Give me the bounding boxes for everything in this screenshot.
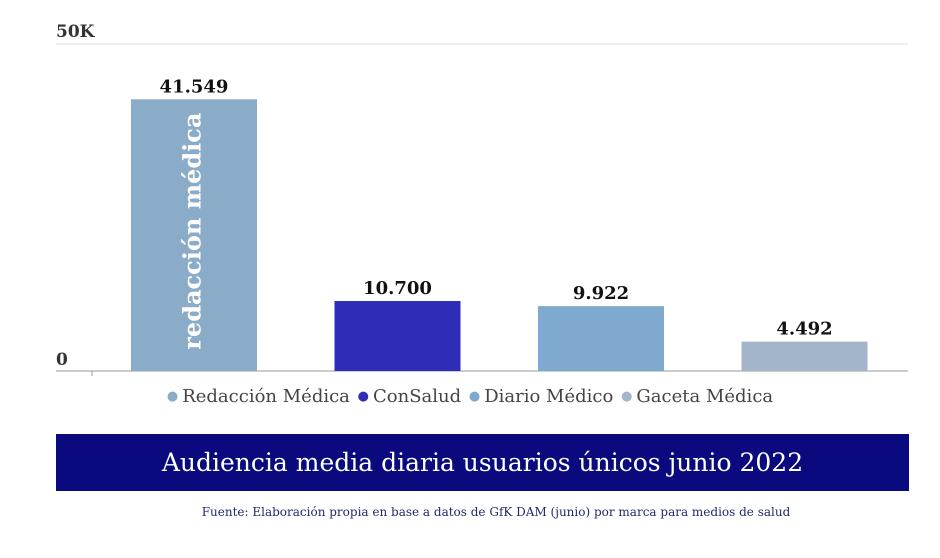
legend-item-consalud: ● ConSalud bbox=[358, 386, 461, 407]
chart-title-banner: Audiencia media diaria usuarios únicos j… bbox=[56, 434, 909, 491]
legend-label: Gaceta Médica bbox=[636, 386, 774, 407]
y-tick-label-zero: 0 bbox=[56, 350, 68, 370]
bar-chart: 50K 0 41.549 redacción médica 10.700 9.922 4… bbox=[56, 22, 908, 376]
legend-label: Redacción Médica bbox=[182, 386, 350, 407]
legend-item-diario-medico: ● Diario Médico bbox=[469, 386, 613, 407]
legend-label: Diario Médico bbox=[484, 386, 614, 407]
legend-label: ConSalud bbox=[373, 386, 462, 407]
legend-dot-icon: ● bbox=[468, 389, 481, 404]
bar-4 bbox=[741, 341, 868, 371]
chart-title: Audiencia media diaria usuarios únicos j… bbox=[161, 448, 804, 477]
bar-3 bbox=[538, 306, 664, 371]
bar-value-label-1: 41.549 bbox=[160, 76, 229, 97]
bar-value-label-4: 4.492 bbox=[776, 319, 832, 340]
legend-dot-icon: ● bbox=[357, 389, 369, 404]
bar-brand-text: redacción médica bbox=[178, 113, 207, 350]
legend-item-redaccion-medica: ● Redacción Médica bbox=[167, 386, 350, 407]
chart-legend: ● Redacción Médica ● ConSalud ● Diario Médi… bbox=[0, 386, 940, 407]
source-note: Fuente: Elaboración propia en base a dat… bbox=[201, 505, 791, 519]
legend-dot-icon: ● bbox=[166, 389, 179, 404]
legend-dot-icon: ● bbox=[621, 389, 633, 404]
y-tick-label-top: 50K bbox=[56, 22, 96, 42]
bar-1 bbox=[131, 99, 257, 372]
bar-value-label-3: 9.922 bbox=[573, 283, 629, 304]
bar-2 bbox=[334, 301, 461, 371]
legend-item-gaceta-medica: ● Gaceta Médica bbox=[621, 386, 773, 407]
bar-value-label-2: 10.700 bbox=[363, 278, 432, 299]
